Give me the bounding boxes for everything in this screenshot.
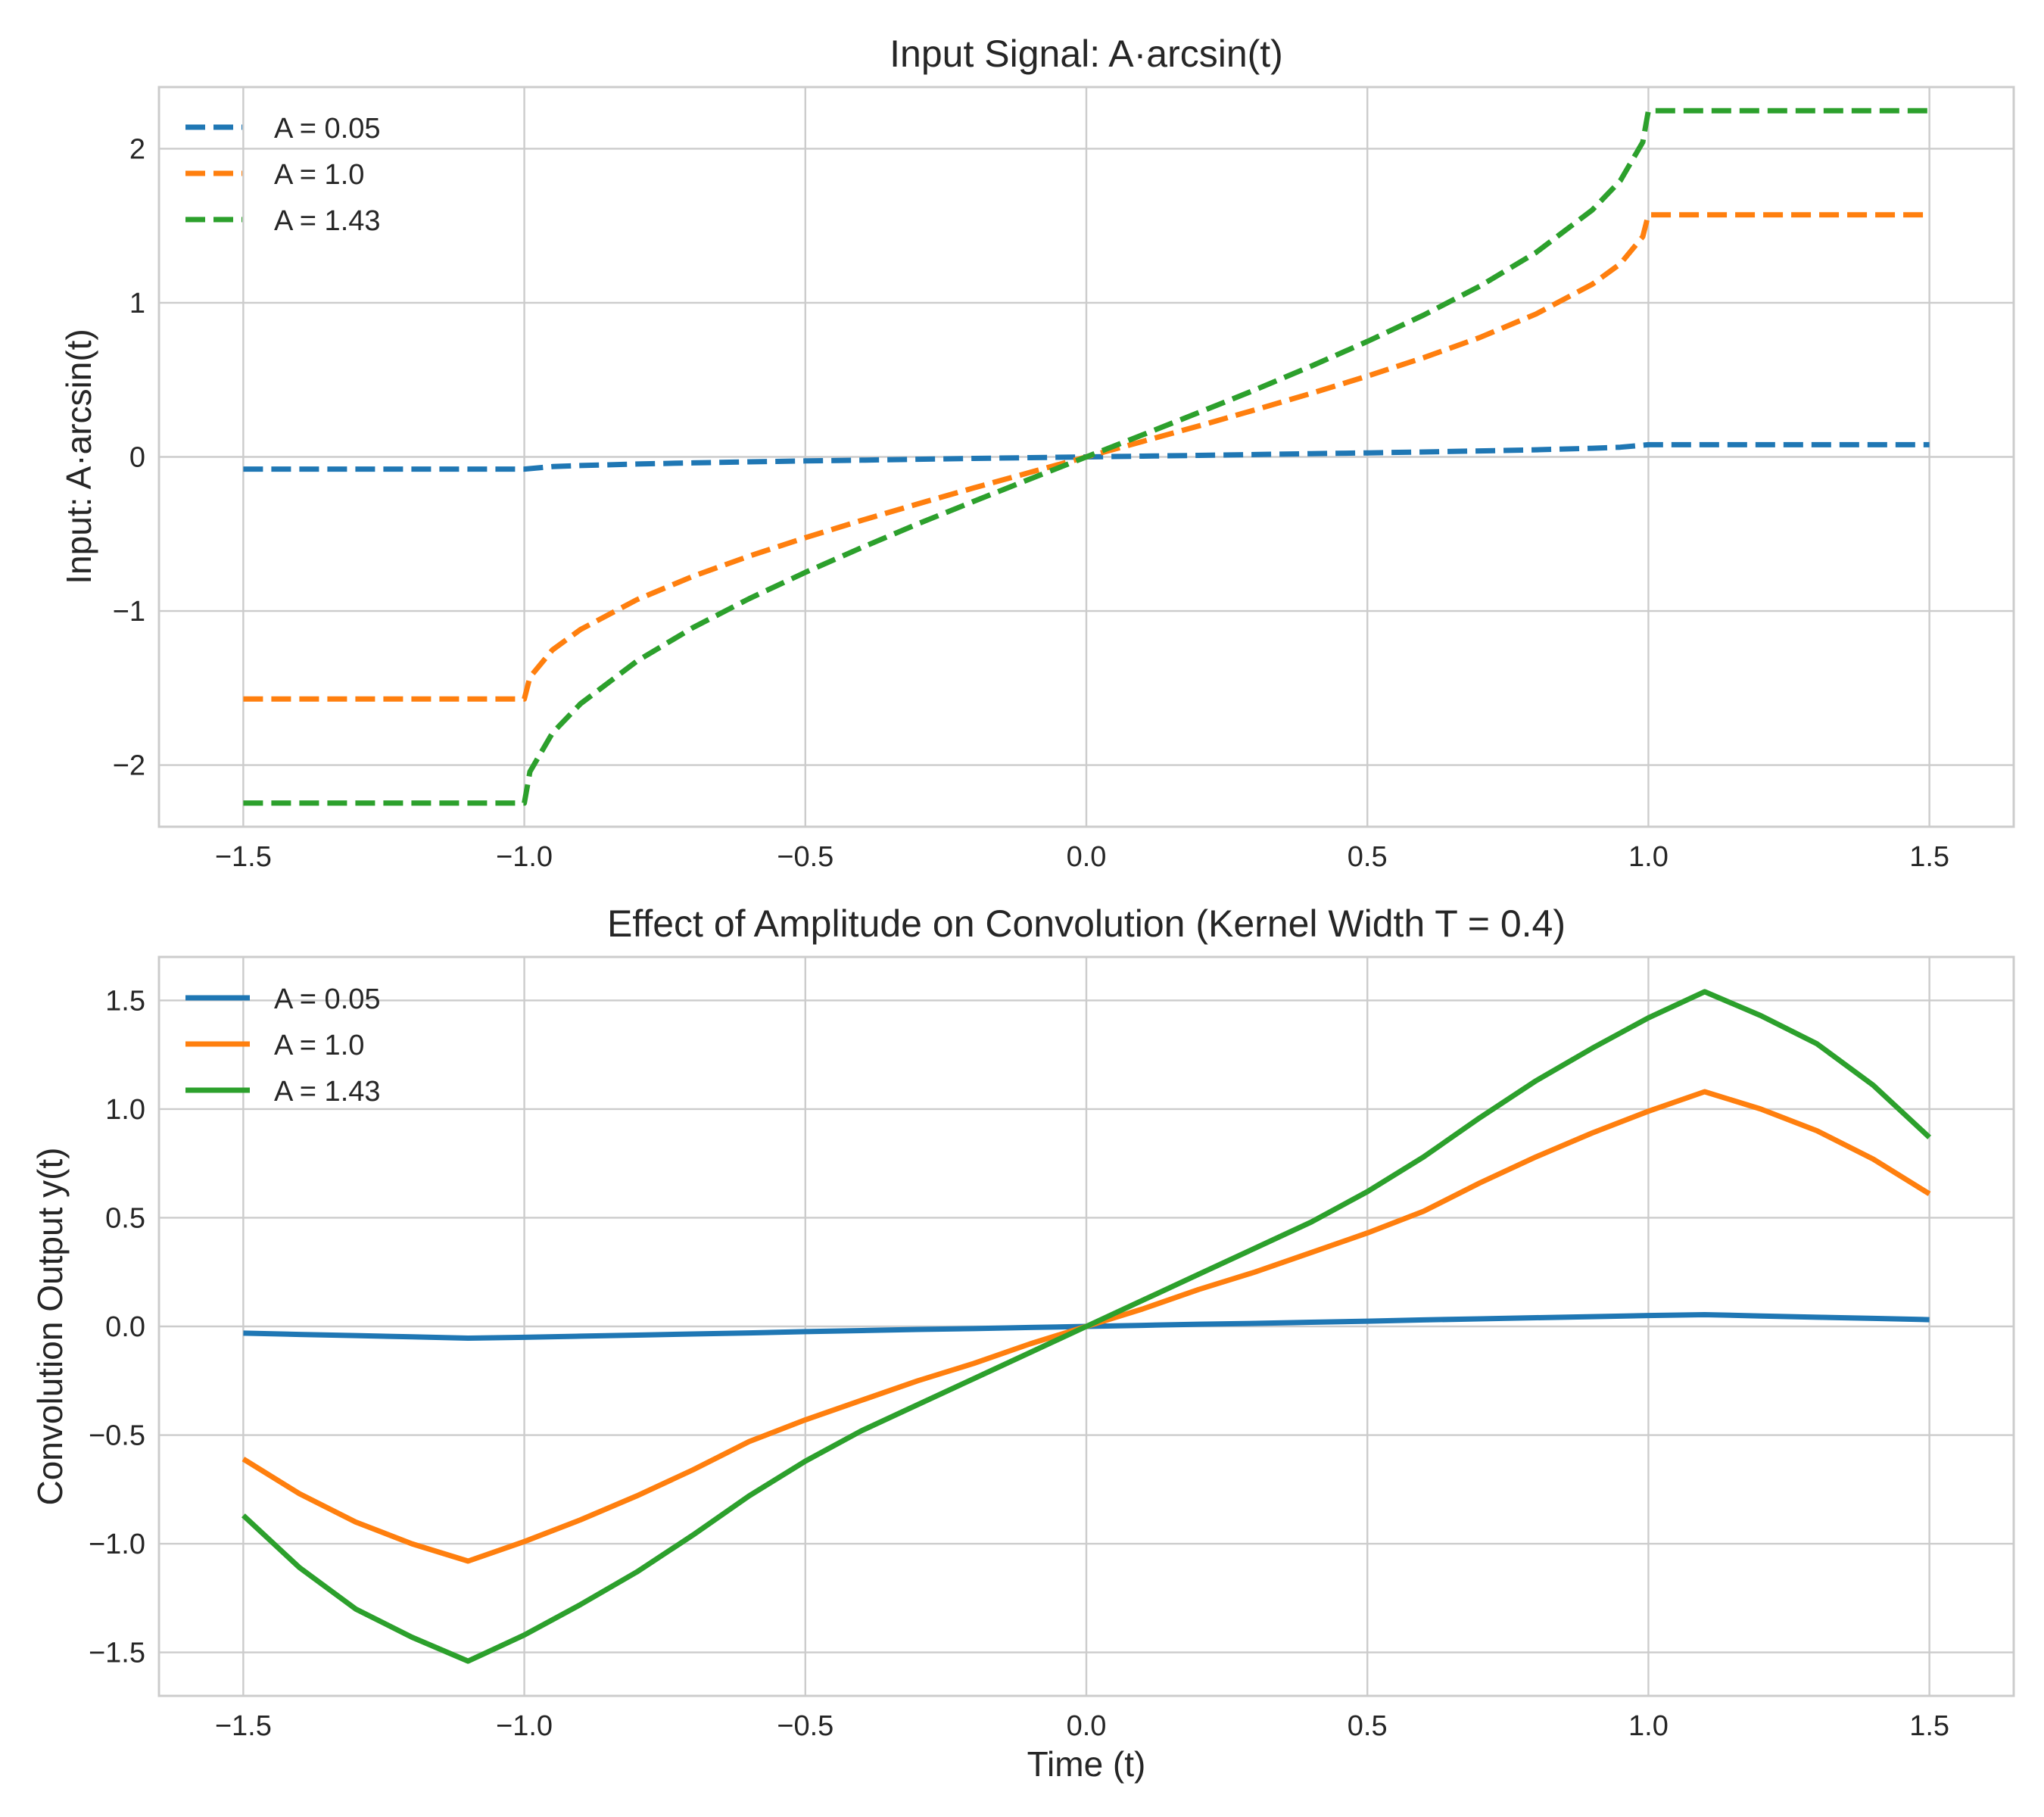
- input-signal-y-ticks: −2 −1 0 1 2: [113, 133, 145, 781]
- convolution-x-tick-label: −0.5: [777, 1710, 833, 1742]
- convolution-legend: A = 0.05 A = 1.0 A = 1.43: [185, 983, 381, 1108]
- convolution-y-ticks: −1.5 −1.0 −0.5 0.0 0.5 1.0 1.5: [89, 985, 145, 1669]
- convolution-title: Effect of Amplitude on Convolution (Kern…: [607, 902, 1566, 945]
- convolution-y-tick-label: 1.5: [105, 985, 145, 1017]
- input-signal-y-tick-label: 0: [129, 442, 145, 474]
- convolution-x-tick-label: 0.5: [1348, 1710, 1388, 1742]
- input-signal-x-tick-label: 1.0: [1628, 841, 1669, 873]
- input-signal-x-tick-label: −1.5: [215, 841, 272, 873]
- input-signal-y-tick-label: 2: [129, 133, 145, 165]
- input-signal-x-tick-label: −0.5: [777, 841, 833, 873]
- legend-label-a-0-05: A = 0.05: [274, 983, 381, 1015]
- convolution-x-ticks: −1.5 −1.0 −0.5 0.0 0.5 1.0 1.5: [215, 1710, 1949, 1742]
- input-signal-x-tick-label: 0.0: [1067, 841, 1107, 873]
- convolution-chart: −1.5 −1.0 −0.5 0.0 0.5 1.0 1.5 −1.5 −1.0 −0.5 0.0…: [30, 902, 2015, 1784]
- input-signal-y-tick-label: −1: [113, 596, 145, 628]
- input-signal-plot-frame: [157, 86, 2015, 828]
- convolution-series: [241, 989, 1931, 1664]
- legend-label-a-1-0: A = 1.0: [274, 159, 364, 191]
- input-signal-y-tick-label: −2: [113, 750, 145, 782]
- input-signal-x-tick-label: 1.5: [1909, 841, 1949, 873]
- convolution-y-tick-label: −1.0: [89, 1529, 145, 1560]
- legend-label-a-1-0: A = 1.0: [274, 1030, 364, 1061]
- input-signal-y-axis-label: Input: A·arcsin(t): [59, 329, 98, 584]
- convolution-y-axis-label: Convolution Output y(t): [30, 1147, 70, 1505]
- convolution-y-tick-label: 1.0: [105, 1094, 145, 1126]
- legend-label-a-1-43: A = 1.43: [274, 1076, 381, 1108]
- legend-label-a-1-43: A = 1.43: [274, 205, 381, 237]
- input-signal-y-tick-label: 1: [129, 288, 145, 319]
- convolution-y-tick-label: 0.0: [105, 1311, 145, 1343]
- legend-label-a-0-05: A = 0.05: [274, 113, 381, 145]
- input-signal-series: [243, 108, 1930, 806]
- input-signal-chart: −1.5 −1.0 −0.5 0.0 0.5 1.0 1.5 −2 −1 0 1 2 Input S…: [59, 33, 2015, 873]
- convolution-plot-frame: [157, 955, 2015, 1697]
- input-signal-x-ticks: −1.5 −1.0 −0.5 0.0 0.5 1.0 1.5: [215, 841, 1949, 873]
- convolution-x-tick-label: 1.0: [1628, 1710, 1669, 1742]
- convolution-x-tick-label: 0.0: [1067, 1710, 1107, 1742]
- convolution-x-axis-label: Time (t): [1027, 1744, 1146, 1784]
- input-signal-x-tick-label: −1.0: [496, 841, 553, 873]
- input-signal-line-a-1-43: [243, 108, 1930, 806]
- convolution-y-tick-label: −1.5: [89, 1638, 145, 1669]
- convolution-y-tick-label: 0.5: [105, 1202, 145, 1234]
- convolution-x-tick-label: 1.5: [1909, 1710, 1949, 1742]
- convolution-y-tick-label: −0.5: [89, 1420, 145, 1452]
- convolution-x-tick-label: −1.5: [215, 1710, 272, 1742]
- input-signal-legend: A = 0.05 A = 1.0 A = 1.43: [185, 113, 381, 237]
- input-signal-title: Input Signal: A·arcsin(t): [890, 33, 1283, 75]
- convolution-line-a-1-43: [241, 989, 1931, 1664]
- input-signal-x-tick-label: 0.5: [1348, 841, 1388, 873]
- convolution-x-tick-label: −1.0: [496, 1710, 553, 1742]
